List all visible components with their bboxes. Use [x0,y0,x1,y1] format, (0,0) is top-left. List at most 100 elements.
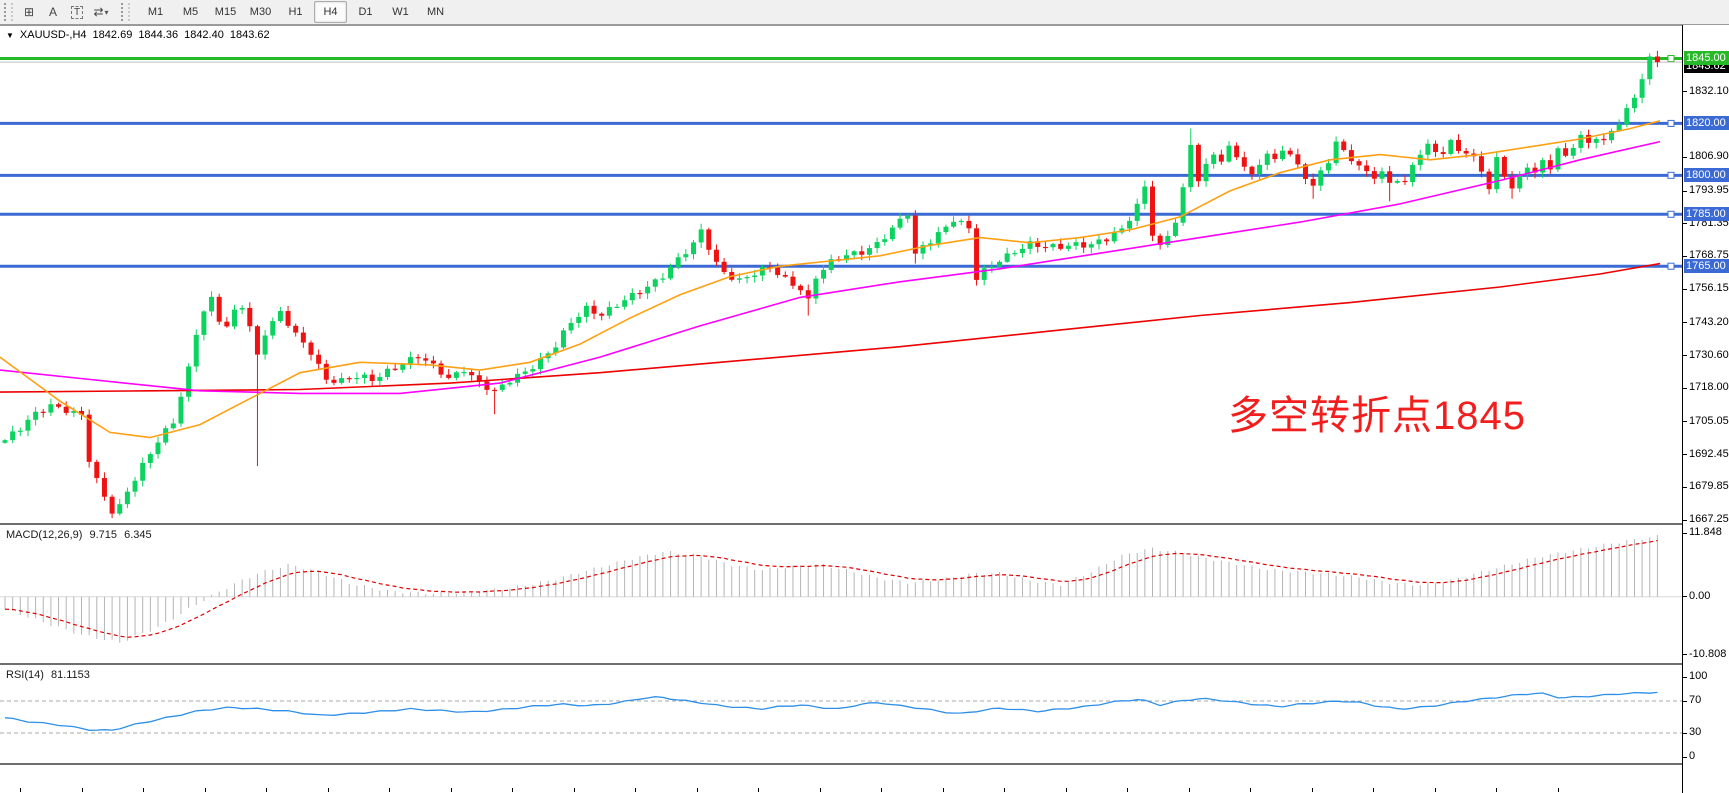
candle-body [790,276,796,286]
candle-body [905,215,911,219]
candle-body [461,372,467,374]
chart-canvas[interactable] [0,25,1682,793]
candle-body [744,277,750,279]
time-tick-mark [1373,788,1374,792]
candle-body [1624,108,1630,125]
candle-body [469,372,475,376]
candle-body [698,229,704,243]
timeframe-button-h4[interactable]: H4 [314,1,347,23]
timeframe-button-m15[interactable]: M15 [214,6,237,18]
time-tick-mark [1496,788,1497,792]
candle-body [691,242,696,255]
time-tick-mark [450,788,452,792]
candle-body [683,254,689,258]
timeframe-button-m30[interactable]: M30 [249,6,272,18]
timeframe-button-m1[interactable]: M1 [147,6,164,18]
candle-body [1073,242,1079,246]
candle-body [637,292,643,295]
candle-body [622,300,628,307]
candle-body [1547,160,1553,170]
level-line-anchor[interactable] [1667,262,1675,270]
timeframe-button-h1[interactable]: H1 [288,6,303,18]
candle-body [859,251,865,255]
level-line-anchor[interactable] [1667,210,1675,218]
time-tick-mark [1127,788,1128,792]
text-label-icon[interactable]: T [66,2,88,22]
candle-body [40,411,46,413]
level-line-anchor[interactable] [1667,119,1675,127]
chart-window[interactable]: ▼ XAUUSD-,H4 1842.69 1844.36 1842.40 184… [0,25,1729,793]
candle-body [736,278,742,280]
price-tick-label: 1756.15 [1689,282,1729,295]
candle-body [1616,124,1622,131]
candle-body [1180,187,1186,223]
candle-body [124,491,130,505]
candle-body [1540,160,1546,173]
chart-annotation-text[interactable]: 多空转折点1845 [1228,394,1526,438]
candle-body [1134,203,1140,221]
time-tick-mark [573,788,575,792]
symbol-dropdown-icon[interactable]: ▼ [6,30,14,40]
candle-body [1509,176,1515,189]
time-tick-mark [266,788,267,792]
timeframe-button-mn[interactable]: MN [426,6,445,18]
axis-tick-mark [1683,596,1687,598]
rsi-tick-label: 70 [1689,694,1702,706]
candle-body [828,259,834,270]
timeframe-button-m5[interactable]: M5 [182,6,199,18]
candle-body [430,360,436,364]
level-line-anchor[interactable] [1667,54,1675,62]
candle-body [392,368,398,370]
time-tick-mark [20,788,21,792]
candle-body [1019,248,1025,254]
candle-body [1639,79,1645,98]
candle-body [713,249,719,262]
time-tick-mark [1188,788,1190,792]
candle-body [71,410,77,413]
candle-body [798,285,804,291]
font-icon[interactable]: A [48,5,57,19]
candle-body [56,404,62,407]
macd-tick-label: 0.00 [1689,589,1711,602]
candle-body [897,218,903,228]
candle-body [1234,145,1240,158]
chart-shift-icon[interactable]: ⊞ [23,5,35,19]
candle-body [1318,170,1324,186]
price-tick-label: 1730.60 [1689,348,1729,361]
axis-tick-mark [1683,732,1687,734]
axis-tick-mark [1683,486,1687,488]
candle-body [492,389,498,392]
candle-body [209,296,215,312]
candle-body [538,358,543,370]
candle-body [1226,145,1232,162]
candle-body [86,414,92,462]
level-line-anchor[interactable] [1667,171,1675,179]
timeframe-button-d1[interactable]: D1 [358,6,373,18]
candle-body [476,375,482,382]
candle-body [224,321,230,327]
toolbar-grip-2[interactable] [121,3,130,21]
candle-body [989,266,995,269]
time-axis[interactable]: 3 Jun 20205 Jun 00:008 Jun 08:009 Jun 16… [0,788,1682,793]
candle-body [889,227,895,240]
price-axis[interactable]: 1832.10 1806.90 1793.95 1781.35 1768.75 1756.… [1682,25,1729,793]
candle-body [966,220,972,229]
candle-body [1433,143,1439,153]
candle-body [1150,186,1155,236]
candle-body [354,378,360,380]
candle-body [943,226,949,233]
candle-body [599,313,605,316]
timeframe-button-w1[interactable]: W1 [392,6,409,18]
candle-body [1501,157,1507,177]
candle-body [1425,143,1431,155]
candle-body [369,374,375,381]
axis-tick-mark [1683,700,1687,702]
auto-arrange-icon[interactable]: ⇄ ▾ [93,5,109,19]
time-tick-mark [1311,788,1313,792]
candle-body [675,257,681,267]
candle-body [170,423,176,429]
candle-body [1609,130,1614,141]
candle-body [844,255,849,261]
time-tick-mark [635,788,636,792]
toolbar-grip[interactable] [4,3,13,21]
